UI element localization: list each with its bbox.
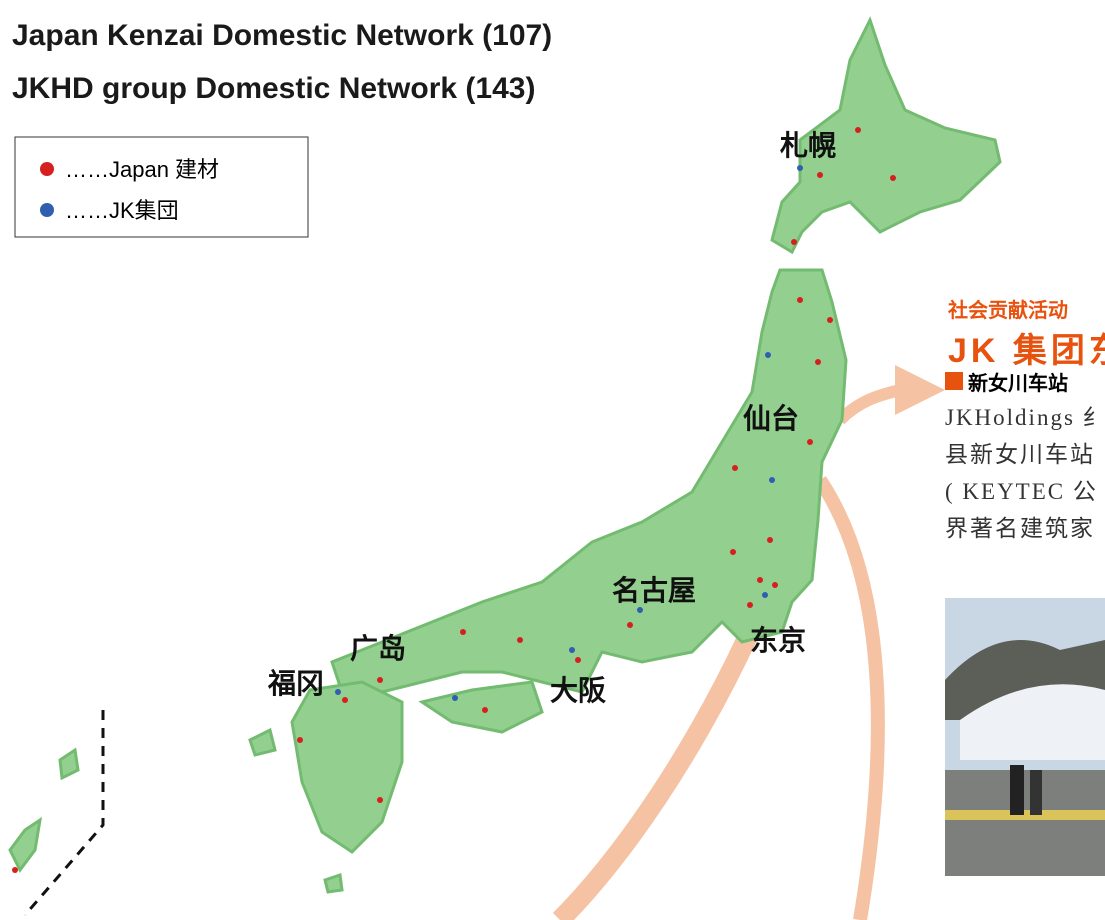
city-label: 仙台 — [743, 402, 799, 435]
feature-line: 界著名建筑家 — [945, 516, 1095, 541]
legend-label: ……Japan 建材 — [65, 157, 219, 182]
bullet — [945, 372, 963, 390]
city-label: 札幌 — [780, 130, 836, 162]
feature-subheading: 新女川车站 — [968, 371, 1068, 395]
city-label: 广岛 — [350, 632, 406, 665]
map-page: Japan Kenzai Domestic Network (107) JKHD… — [0, 0, 1105, 920]
photo — [945, 598, 1105, 876]
city-label: 名古屋 — [612, 575, 696, 607]
city-label: 福冈 — [267, 668, 324, 700]
legend-label: ……JK集団 — [65, 198, 179, 223]
feature-heading: JK 集团东 — [948, 331, 1105, 370]
legend-swatch — [40, 162, 54, 176]
city-label: 东京 — [750, 624, 806, 657]
title: Japan Kenzai Domestic Network (107) — [12, 19, 552, 52]
feature-line: ( KEYTEC 公 — [945, 479, 1098, 504]
feature-line: 县新女川车站 — [945, 442, 1095, 467]
feature-line: JKHoldings 纟 — [945, 405, 1105, 430]
feature-kicker: 社会贡献活动 — [947, 298, 1068, 322]
city-label: 大阪 — [550, 675, 606, 707]
title: JKHD group Domestic Network (143) — [12, 72, 535, 105]
legend-swatch — [40, 203, 54, 217]
